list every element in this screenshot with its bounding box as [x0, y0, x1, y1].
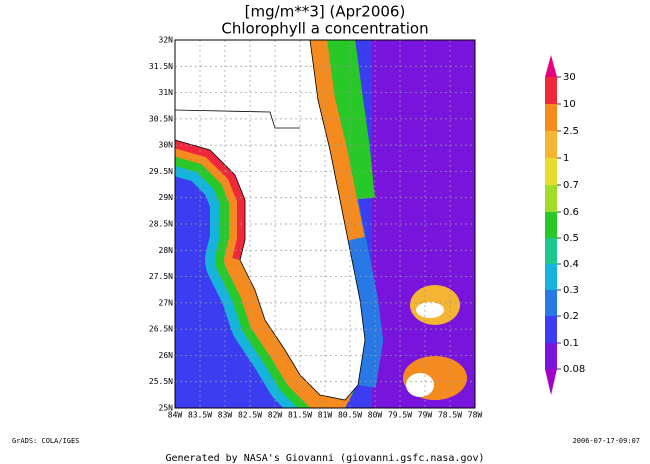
lon-label: 78.5W [438, 411, 462, 420]
lat-label: 27.5N [149, 272, 173, 281]
lat-label: 25N [159, 404, 174, 413]
title-units: [mg/m**3] (Apr2006) [245, 3, 406, 21]
lon-label: 79W [418, 411, 433, 420]
grid [175, 40, 475, 408]
footer-credit: Generated by NASA's Giovanni (giovanni.g… [165, 453, 484, 464]
map-frame [174, 39, 476, 409]
lat-label: 30N [159, 141, 174, 150]
lon-label: 83W [218, 411, 233, 420]
cb-swatch [545, 238, 557, 264]
colorbar-label: 0.4 [563, 259, 579, 270]
band-orange-east [297, 40, 365, 243]
cb-swatch [545, 185, 557, 212]
lon-label: 79.5W [388, 411, 412, 420]
lat-label: 28N [159, 246, 174, 255]
colorbar-label: 2.5 [563, 126, 579, 137]
lon-label: 80.5W [338, 411, 362, 420]
colorbar-label: 1 [563, 153, 569, 164]
colorbar-label: 0.3 [563, 285, 579, 296]
lat-label: 25.5N [149, 377, 173, 386]
lon-label: 80W [368, 411, 383, 420]
cb-swatch [545, 290, 557, 316]
lon-label: 81W [318, 411, 333, 420]
lon-label: 84W [168, 411, 183, 420]
colorbar-label: 30 [563, 72, 576, 83]
lat-label: 26N [159, 351, 174, 360]
state-border [175, 109, 300, 129]
island [406, 373, 434, 397]
cb-arrow-top [545, 55, 557, 77]
florida-land [175, 40, 366, 401]
lon-label: 78W [468, 411, 483, 420]
colorbar-label: 0.6 [563, 207, 579, 218]
colorbar-label: 0.08 [563, 364, 585, 375]
island [416, 302, 444, 318]
lon-label: 82W [268, 411, 283, 420]
cb-swatch [545, 158, 557, 185]
cb-swatch [545, 264, 557, 290]
colorbar-label: 0.7 [563, 180, 579, 191]
cb-swatch [545, 77, 557, 104]
lat-label: 29N [159, 193, 174, 202]
cb-swatch [545, 131, 557, 158]
lat-label: 31.5N [149, 62, 173, 71]
lat-label: 32N [159, 36, 174, 45]
lat-label: 30.5N [149, 114, 173, 123]
footer-right: 2006-07-17-09:07 [573, 437, 640, 445]
cb-swatch [545, 212, 557, 238]
ocean-atlantic [372, 40, 475, 408]
lon-label: 83.5W [188, 411, 212, 420]
lat-label: 29.5N [149, 167, 173, 176]
colorbar-label: 0.2 [563, 311, 579, 322]
title-name: Chlorophyll a concentration [221, 20, 428, 38]
lat-label: 28.5N [149, 220, 173, 229]
cb-swatch [545, 343, 557, 369]
footer-left: GrADS: COLA/IGES [12, 437, 79, 445]
cb-swatch [545, 104, 557, 131]
cb-swatch [545, 316, 557, 343]
lon-label: 81.5W [288, 411, 312, 420]
cb-arrow-bottom [545, 369, 557, 395]
lat-label: 27N [159, 298, 174, 307]
colorbar-label: 10 [563, 99, 576, 110]
lon-label: 82.5W [238, 411, 262, 420]
tick-labels: 32N 31.5N 31N 30.5N 30N 29.5N 29N 28.5N 28N 27.5N… [149, 36, 585, 420]
colorbar [545, 55, 557, 395]
colorbar-label: 0.5 [563, 233, 579, 244]
lat-label: 31N [159, 88, 174, 97]
lat-label: 26.5N [149, 325, 173, 334]
colorbar-label: 0.1 [563, 338, 579, 349]
